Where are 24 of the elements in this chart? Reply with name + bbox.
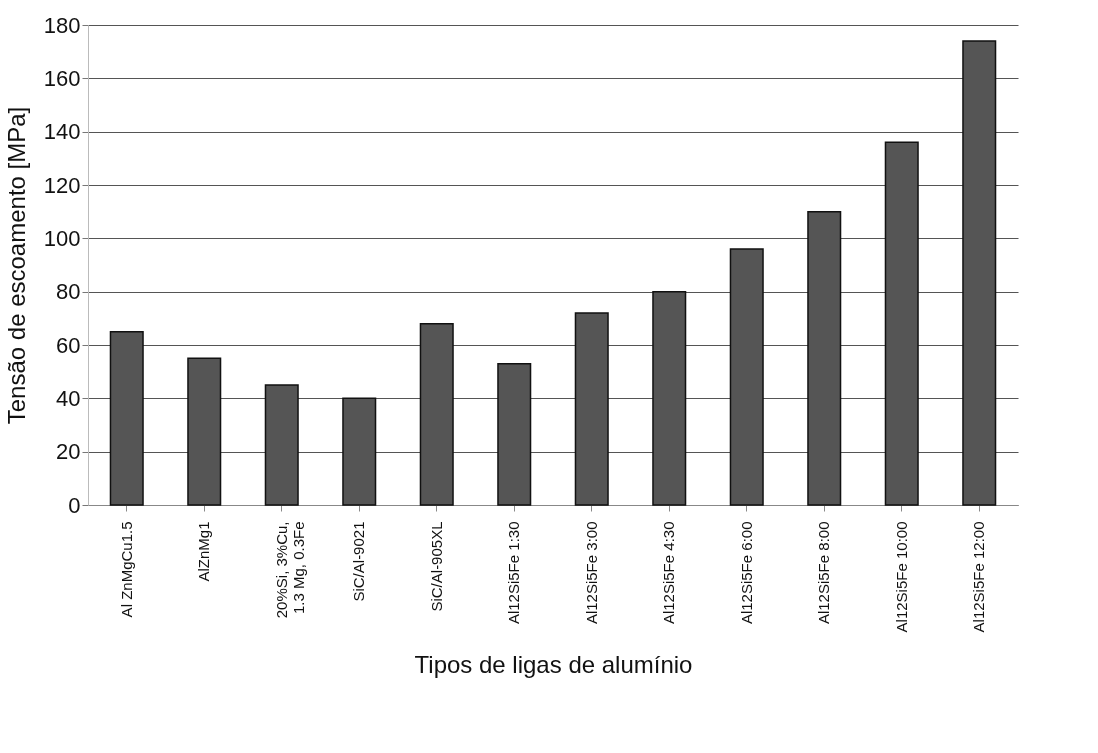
y-tick-label: 60 — [56, 332, 81, 358]
x-tick-label: AlZnMg1 — [195, 521, 213, 582]
y-tick-label: 160 — [43, 65, 81, 91]
y-axis-title: Tensão de escoamento [MPa] — [2, 106, 30, 425]
y-tick-label: 140 — [43, 119, 81, 145]
x-tick-label: Al12Si5Fe 3:00 — [582, 521, 600, 625]
y-tick-label: 80 — [56, 279, 81, 305]
x-axis-title: Tipos de ligas de alumínio — [414, 651, 693, 679]
x-tick-label: SiC/Al-905XL — [427, 521, 445, 612]
x-tick-label: SiC/Al-9021 — [350, 521, 368, 602]
x-tick-label: Al12Si5Fe 10:00 — [892, 521, 910, 633]
y-tick-label: 180 — [43, 12, 81, 38]
x-tick-label: Al12Si5Fe 8:00 — [815, 521, 833, 625]
y-tick-label: 100 — [43, 225, 81, 251]
y-tick-label: 20 — [56, 439, 81, 465]
x-tick-label: 20%Si, 3%Cu, 1.3 Mg, 0.3Fe — [272, 521, 307, 619]
y-tick-label: 120 — [43, 172, 81, 198]
x-tick-label: Al ZnMgCu1.5 — [117, 521, 135, 618]
y-tick-label: 0 — [68, 492, 81, 518]
x-tick-label: Al12Si5Fe 1:30 — [505, 521, 523, 625]
y-tick-label: 40 — [56, 385, 81, 411]
x-tick-label: Al12Si5Fe 6:00 — [737, 521, 755, 625]
x-tick-label: Al12Si5Fe 12:00 — [970, 521, 988, 633]
x-tick-label: Al12Si5Fe 4:30 — [660, 521, 678, 625]
